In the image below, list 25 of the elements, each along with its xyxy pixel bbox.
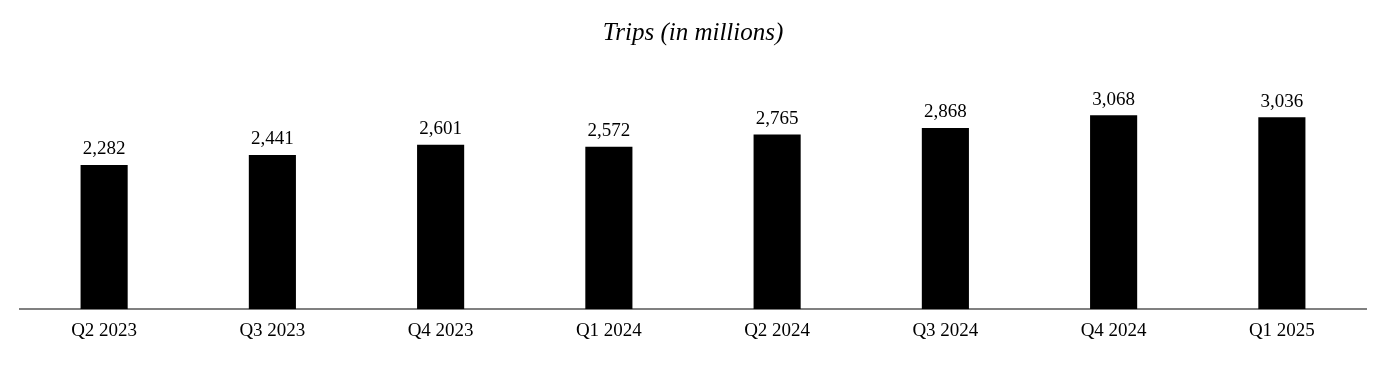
data-label: 2,868 xyxy=(924,100,967,122)
data-label: 2,601 xyxy=(419,117,462,139)
x-tick-label: Q3 2024 xyxy=(912,318,979,340)
data-label: 3,068 xyxy=(1092,87,1135,109)
x-tick-label: Q3 2023 xyxy=(239,318,306,340)
bar xyxy=(248,154,296,310)
x-tick-label: Q2 2023 xyxy=(71,318,138,340)
x-tick-label: Q4 2023 xyxy=(407,318,474,340)
x-tick-label: Q4 2024 xyxy=(1080,318,1148,340)
bar xyxy=(585,146,633,310)
data-label: 2,572 xyxy=(587,119,631,141)
x-tick-label: Q1 2025 xyxy=(1248,318,1315,340)
x-tick-label: Q1 2024 xyxy=(575,318,643,340)
data-label: 2,282 xyxy=(82,137,126,159)
bar xyxy=(1090,115,1138,310)
data-label: 3,036 xyxy=(1260,89,1304,111)
data-label: 2,441 xyxy=(251,127,294,149)
bar xyxy=(80,164,128,310)
chart-title: Trips (in millions) xyxy=(602,17,784,46)
bar xyxy=(417,144,465,310)
x-tick-label: Q2 2024 xyxy=(744,318,811,340)
bar xyxy=(753,134,801,310)
bar xyxy=(1258,117,1306,310)
bar xyxy=(921,127,969,310)
data-label: 2,765 xyxy=(755,106,799,128)
